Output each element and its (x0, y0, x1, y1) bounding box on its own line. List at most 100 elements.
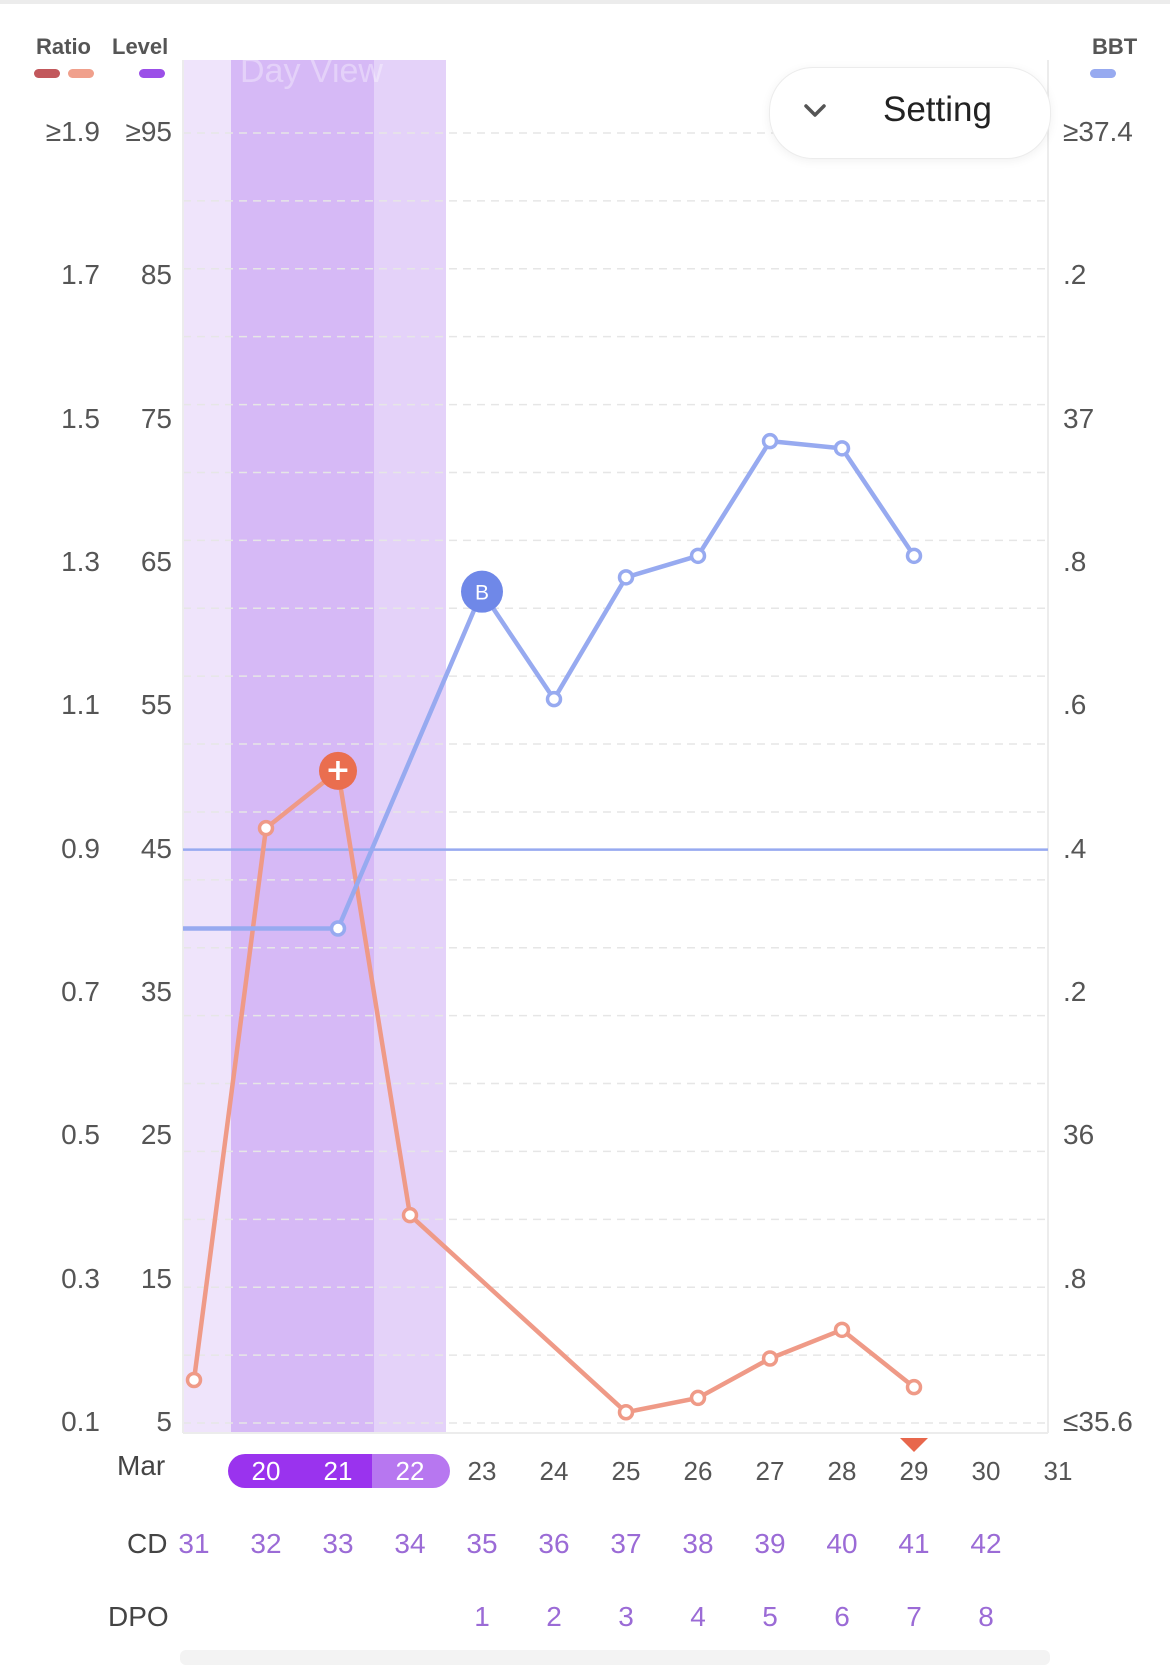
ratio-tick-label: 1.1 (61, 689, 100, 721)
date-label[interactable]: 27 (755, 1456, 785, 1486)
level-tick-label: 45 (140, 832, 172, 864)
dpo-label: 8 (978, 1601, 994, 1632)
ratio-tick-label: 0.3 (61, 1262, 100, 1294)
dpo-label: 6 (834, 1601, 850, 1632)
fertile-band-dark (231, 60, 374, 1433)
bbt-tick-label: .4 (1063, 832, 1087, 864)
cycle-day-label: 37 (610, 1528, 642, 1559)
bbt-point (545, 690, 563, 708)
cycle-day-label: 41 (898, 1528, 930, 1559)
ratio-point (401, 1206, 419, 1224)
cycle-day-label: 35 (466, 1528, 498, 1559)
legend-bbt-label: BBT (1092, 34, 1138, 59)
ratio-tick-label: ≥1.9 (45, 116, 100, 147)
dpo-row-title: DPO (108, 1601, 169, 1632)
ratio-point (185, 1371, 203, 1389)
ratio-point (617, 1404, 635, 1421)
selected-date-range-pill[interactable] (228, 1454, 450, 1488)
ratio-tick-label: 0.1 (61, 1406, 100, 1437)
date-label[interactable]: 24 (539, 1456, 569, 1486)
level-tick-label: 35 (140, 976, 172, 1007)
today-marker (900, 1438, 928, 1452)
ratio-point (761, 1350, 779, 1367)
date-label[interactable]: 21 (323, 1456, 353, 1486)
date-label[interactable]: 25 (611, 1456, 641, 1486)
ratio-tick-label: 1.7 (61, 259, 100, 291)
level-tick-label: 65 (140, 546, 172, 577)
setting-label: Setting (883, 90, 992, 129)
cycle-day-label: 33 (322, 1528, 354, 1559)
bbt-tick-label: ≥37.4 (1063, 116, 1133, 147)
bbt-tick-label: 37 (1063, 402, 1095, 434)
dpo-label: 4 (690, 1601, 706, 1632)
bbt-tick-label: .2 (1063, 976, 1087, 1007)
legend-ratio-label: Ratio (36, 34, 91, 59)
dpo-label: 5 (762, 1601, 778, 1632)
legend-ratio-swatch-light (68, 69, 94, 78)
bbt-point (617, 569, 635, 586)
bbt-tick-label: ≤35.6 (1063, 1406, 1133, 1437)
selected-range-light (372, 1454, 450, 1488)
ratio-tick-label: 1.3 (61, 546, 100, 577)
cd-row-title: CD (127, 1528, 168, 1559)
bbt-tick-label: .8 (1063, 546, 1087, 577)
legend-level-swatch (139, 69, 165, 78)
fertile-band-light-left (183, 60, 231, 1433)
level-tick-label: 25 (140, 1119, 172, 1151)
ratio-point (905, 1378, 923, 1396)
selected-range-dark (228, 1454, 372, 1488)
cycle-day-label: 39 (754, 1528, 786, 1559)
day-view-watermark: Day View (240, 52, 383, 90)
ratio-tick-label: 1.5 (61, 402, 100, 434)
level-tick-label: 75 (140, 402, 172, 434)
peak-marker-symbol: + (325, 753, 350, 788)
ovulation-b-label: B (475, 582, 489, 605)
bbt-tick-label: .2 (1063, 259, 1087, 291)
bbt-point (905, 547, 923, 565)
ratio-tick-label: 0.9 (61, 832, 100, 864)
ratio-point (833, 1321, 851, 1339)
fertile-band-light-right (374, 60, 446, 1433)
level-tick-label: ≥95 (125, 116, 172, 147)
setting-button[interactable]: Setting (769, 67, 1051, 159)
legend-bbt-swatch (1090, 69, 1116, 78)
bbt-tick-label: 36 (1063, 1119, 1095, 1151)
date-label[interactable]: 30 (971, 1456, 1001, 1486)
legend-level-label: Level (112, 34, 169, 59)
bbt-point (761, 432, 779, 450)
legend-ratio-swatch-dark (34, 69, 60, 78)
peak-marker (319, 751, 357, 790)
date-label[interactable]: 29 (899, 1456, 929, 1486)
bbt-tick-label: .6 (1063, 689, 1087, 721)
month-label: Mar (117, 1450, 166, 1481)
date-label[interactable]: 26 (683, 1456, 713, 1486)
dpo-label: 1 (474, 1601, 490, 1632)
ratio-tick-label: 0.7 (61, 976, 100, 1007)
cycle-day-label: 42 (970, 1528, 1002, 1559)
bottom-scroll-indicator (180, 1650, 1050, 1665)
date-label[interactable]: 23 (467, 1456, 497, 1486)
cycle-day-label: 34 (394, 1528, 426, 1559)
cycle-day-label: 32 (250, 1528, 282, 1559)
bbt-point (329, 920, 347, 937)
level-tick-label: 5 (156, 1406, 172, 1437)
level-tick-label: 55 (140, 689, 172, 721)
date-label[interactable]: 22 (395, 1456, 425, 1486)
top-divider (0, 0, 1170, 4)
dpo-label: 7 (906, 1601, 922, 1632)
date-label[interactable]: 28 (827, 1456, 857, 1486)
dpo-label: 3 (618, 1601, 634, 1632)
cycle-day-label: 36 (538, 1528, 570, 1559)
chevron-down-icon (804, 104, 826, 117)
date-label[interactable]: 31 (1043, 1456, 1073, 1486)
bbt-point (689, 547, 707, 565)
level-tick-label: 15 (140, 1262, 172, 1294)
ratio-point (689, 1389, 707, 1407)
cycle-day-label: 38 (682, 1528, 714, 1559)
ratio-tick-label: 0.5 (61, 1119, 100, 1151)
date-label[interactable]: 20 (251, 1456, 281, 1486)
cycle-day-label: 31 (178, 1528, 210, 1559)
ratio-point (257, 819, 275, 837)
ovulation-b-marker (461, 570, 503, 613)
cycle-day-label: 40 (826, 1528, 858, 1559)
